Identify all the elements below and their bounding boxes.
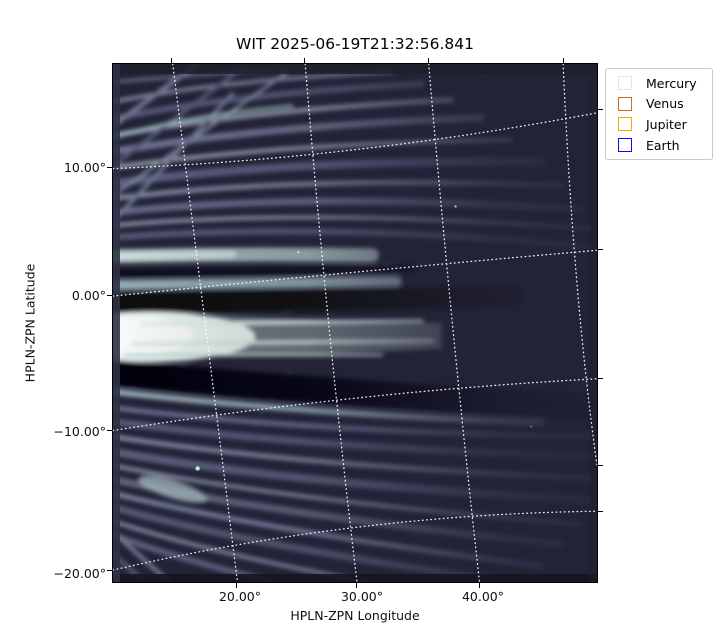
- right-tick-mark: [598, 109, 603, 111]
- right-tick-mark: [598, 249, 603, 251]
- xtick-label-40: 40.00°: [461, 589, 505, 604]
- ytick-label-minus20: −20.00°: [53, 566, 106, 581]
- xtick-label-20: 20.00°: [218, 589, 262, 604]
- right-tick-mark: [598, 465, 603, 467]
- grid-line-lon-30: [304, 64, 358, 582]
- grid-line-lat-minus20: [113, 510, 597, 571]
- grid-line-lon-40: [428, 64, 481, 582]
- legend-item-mercury: Mercury: [618, 73, 708, 94]
- legend-swatch-mercury: [618, 76, 632, 91]
- xtick-mark: [479, 583, 481, 588]
- edge-vignettes: [113, 64, 597, 582]
- legend-swatch-earth: [618, 138, 632, 153]
- plot-area: [112, 63, 598, 583]
- plot-title: WIT 2025-06-19T21:32:56.841: [236, 35, 474, 53]
- ytick-label-0: 0.00°: [71, 288, 106, 303]
- grid-line-lat-0: [113, 249, 597, 297]
- coronagraph-image: [113, 64, 597, 582]
- y-axis-label: HPLN-ZPN Latitude: [22, 263, 38, 383]
- legend: Mercury Venus Jupiter Earth: [605, 68, 713, 161]
- ytick-label-minus10: −10.00°: [53, 424, 106, 439]
- ytick-mark: [107, 295, 112, 297]
- right-tick-mark: [598, 378, 603, 380]
- legend-item-jupiter: Jupiter: [618, 114, 708, 135]
- legend-label: Earth: [646, 137, 680, 153]
- legend-label: Jupiter: [646, 116, 687, 132]
- legend-item-venus: Venus: [618, 94, 708, 115]
- xtick-mark: [236, 583, 238, 588]
- top-tick-mark: [304, 58, 306, 63]
- grid-line-lat-minus10: [113, 378, 597, 432]
- ytick-mark: [107, 570, 112, 572]
- ytick-label-10: 10.00°: [63, 160, 106, 175]
- ytick-mark: [107, 430, 112, 432]
- legend-item-earth: Earth: [618, 135, 708, 156]
- ytick-mark: [107, 167, 112, 169]
- legend-label: Mercury: [646, 75, 697, 91]
- top-tick-mark: [563, 58, 565, 63]
- grid-line-lat-plus10: [113, 112, 597, 170]
- x-axis-label: HPLN-ZPN Longitude: [290, 608, 420, 623]
- grid-line-lon-50: [562, 64, 597, 467]
- grid-line-lon-20: [172, 64, 239, 582]
- sky-fade-overlay: [113, 64, 597, 582]
- legend-swatch-venus: [618, 96, 632, 111]
- top-tick-mark: [171, 58, 173, 63]
- right-tick-mark: [598, 511, 603, 513]
- wcs-grid: [113, 64, 597, 582]
- legend-swatch-jupiter: [618, 117, 632, 132]
- stars: [195, 205, 533, 471]
- xtick-label-30: 30.00°: [340, 589, 384, 604]
- top-tick-mark: [428, 58, 430, 63]
- xtick-mark: [356, 583, 358, 588]
- legend-label: Venus: [646, 96, 684, 112]
